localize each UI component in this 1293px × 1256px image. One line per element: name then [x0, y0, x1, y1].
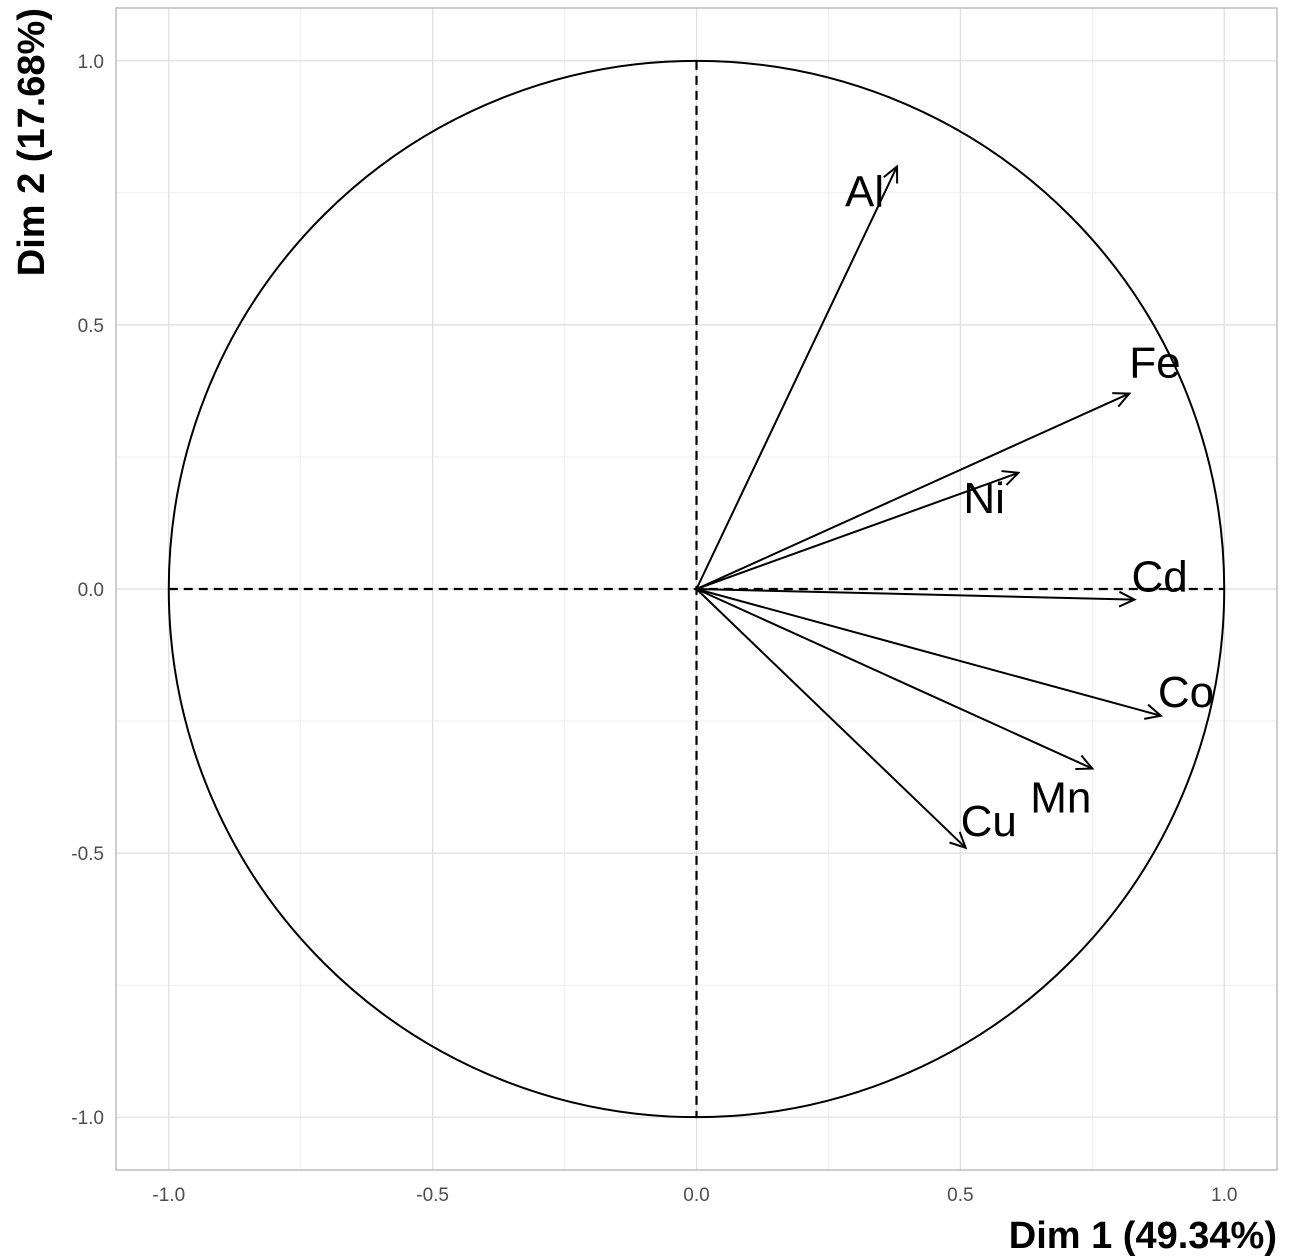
arrow-shaft: [695, 588, 967, 849]
y-axis-title: Dim 2 (17.68%): [11, 8, 53, 276]
plot-frame: [115, 7, 1278, 1171]
x-tick-label: -0.5: [416, 1185, 449, 1206]
arrow-head: [949, 831, 968, 850]
axis-tick-labels: -1.0 -0.5 0.0 0.5 1.0 -1.0 -0.5 0.0 0.5 1.0: [71, 52, 1237, 1206]
plot-panel-border: [115, 7, 1278, 1171]
variable-labels: Al Fe Ni Cd Co Mn Cu: [845, 167, 1214, 845]
unit-circle: [167, 59, 1226, 1119]
variable-label-co: Co: [1158, 668, 1214, 717]
x-axis-title: Dim 1 (49.34%): [1009, 1215, 1277, 1256]
variable-label-al: Al: [845, 167, 884, 216]
x-tick-label: 0.5: [947, 1185, 973, 1206]
variable-label-cu: Cu: [961, 797, 1017, 846]
arrow-shaft: [696, 588, 1093, 770]
variable-arrow-cd: [696, 588, 1137, 608]
arrow-shaft: [696, 471, 1019, 590]
variable-arrow-al: [695, 164, 899, 590]
variable-arrow-co: [696, 588, 1164, 720]
variable-arrow-fe: [696, 392, 1132, 590]
x-tick-label: 0.0: [683, 1185, 709, 1206]
arrow-head: [1144, 703, 1164, 720]
arrow-head: [1112, 392, 1132, 408]
y-tick-label: 0.5: [78, 316, 104, 337]
variable-label-cd: Cd: [1132, 553, 1188, 602]
arrow-shaft: [696, 588, 1162, 717]
y-tick-label: 1.0: [78, 52, 104, 73]
variable-label-mn: Mn: [1030, 774, 1091, 823]
variable-label-ni: Ni: [963, 474, 1005, 523]
variable-label-fe: Fe: [1129, 339, 1180, 388]
y-tick-label: 0.0: [78, 580, 104, 601]
arrow-shaft: [696, 392, 1130, 590]
unit-circle-outline: [167, 59, 1226, 1119]
variable-arrows: [695, 164, 1164, 850]
y-tick-label: -1.0: [71, 1108, 104, 1129]
x-tick-label: -1.0: [152, 1185, 185, 1206]
y-tick-label: -0.5: [71, 844, 104, 865]
arrow-head: [1001, 470, 1021, 486]
arrow-shaft: [695, 166, 898, 590]
variable-arrow-ni: [696, 470, 1021, 590]
arrow-head: [883, 164, 899, 184]
x-tick-label: 1.0: [1211, 1185, 1237, 1206]
variable-arrow-cu: [695, 588, 968, 850]
arrow-head: [1118, 590, 1137, 608]
variable-arrow-mn: [696, 588, 1095, 770]
arrow-head: [1075, 754, 1095, 770]
arrow-shaft: [696, 588, 1135, 601]
